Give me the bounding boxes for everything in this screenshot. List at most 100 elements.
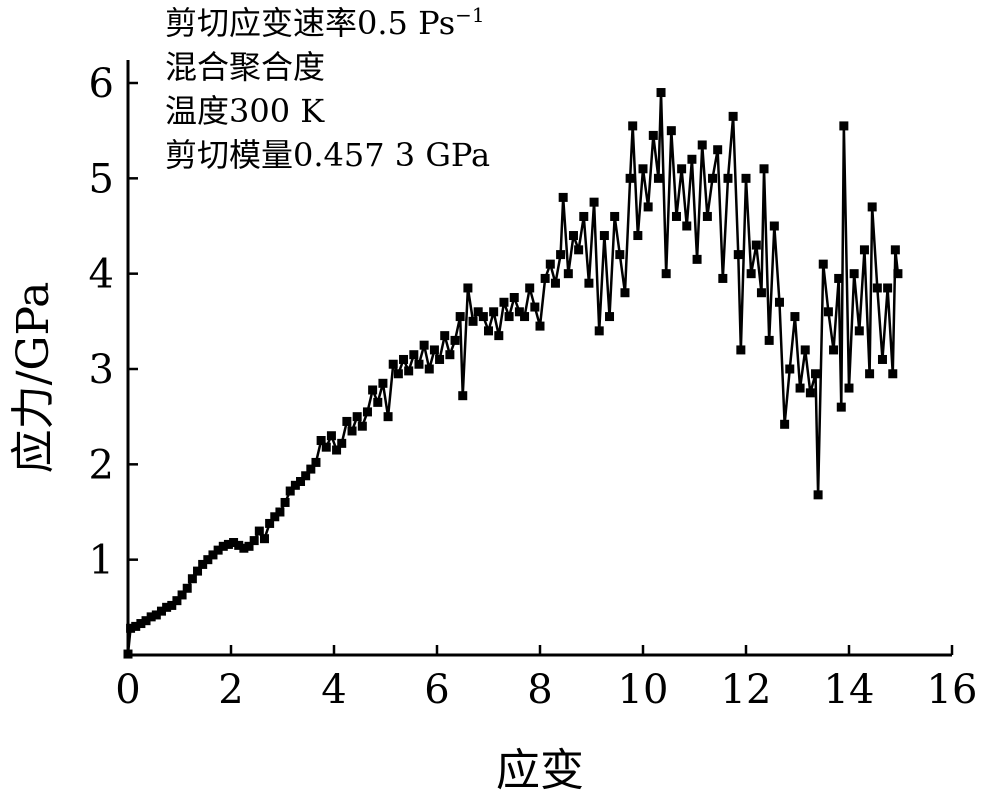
data-point	[844, 383, 854, 393]
data-point	[265, 518, 275, 528]
data-point	[151, 610, 161, 620]
data-point	[244, 541, 254, 551]
data-point	[435, 354, 445, 364]
data-point	[321, 442, 331, 452]
x-tick-label: 12	[721, 667, 772, 713]
data-point	[589, 197, 599, 207]
data-point	[643, 202, 653, 212]
data-point	[193, 566, 203, 576]
annotation-line: 混合聚合度	[165, 48, 325, 86]
data-point	[342, 416, 352, 426]
data-point	[888, 369, 898, 379]
data-point	[182, 583, 192, 593]
annotation-line: 剪切应变速率0.5 Ps−1	[165, 3, 485, 42]
data-point	[409, 350, 419, 360]
data-point	[520, 312, 530, 322]
data-point	[141, 616, 151, 626]
data-point	[357, 421, 367, 431]
data-point	[836, 402, 846, 412]
data-point	[290, 480, 300, 490]
data-point	[800, 345, 810, 355]
data-point	[285, 486, 295, 496]
data-point	[692, 254, 702, 264]
annotation-superscript: −1	[455, 3, 484, 27]
data-point	[393, 369, 403, 379]
data-point	[213, 545, 223, 555]
data-point	[713, 145, 723, 155]
data-point	[162, 602, 172, 612]
data-point	[823, 307, 833, 317]
y-axis-title: 应力/GPa	[8, 282, 59, 474]
data-point	[718, 273, 728, 283]
data-point	[473, 307, 483, 317]
data-point	[599, 231, 609, 241]
data-point	[208, 550, 218, 560]
data-point	[687, 154, 697, 164]
data-point	[648, 130, 658, 140]
data-point	[306, 464, 316, 474]
x-tick-label: 0	[115, 667, 140, 713]
data-point	[818, 259, 828, 269]
data-point	[829, 345, 839, 355]
data-point	[790, 312, 800, 322]
data-point	[458, 391, 468, 401]
data-point	[813, 490, 823, 500]
data-point	[584, 278, 594, 288]
data-point	[239, 543, 249, 553]
data-point	[780, 419, 790, 429]
data-point	[156, 606, 166, 616]
data-point	[352, 412, 362, 422]
data-point	[883, 283, 893, 293]
data-point	[774, 297, 784, 307]
data-point	[736, 345, 746, 355]
data-point	[677, 164, 687, 174]
data-point	[167, 600, 177, 610]
data-point	[489, 307, 499, 317]
data-point	[728, 111, 738, 121]
data-point	[620, 288, 630, 298]
data-point	[849, 269, 859, 279]
data-point	[259, 534, 269, 544]
data-point	[484, 326, 493, 336]
data-point	[859, 245, 869, 255]
data-point	[131, 621, 141, 631]
data-point	[332, 445, 342, 455]
data-point	[499, 297, 509, 307]
data-point	[399, 354, 409, 364]
data-point	[733, 250, 743, 260]
data-point	[203, 555, 213, 565]
data-point	[834, 273, 844, 283]
data-point	[187, 574, 197, 584]
data-point	[383, 412, 393, 422]
data-point	[545, 259, 555, 269]
data-point	[568, 231, 578, 241]
data-point	[478, 312, 488, 322]
data-point	[723, 173, 733, 183]
data-point	[702, 211, 712, 221]
data-point	[550, 278, 560, 288]
x-tick-label: 10	[618, 667, 669, 713]
y-tick-label: 4	[89, 252, 114, 298]
data-point	[301, 471, 311, 481]
data-point	[445, 350, 455, 360]
data-point	[893, 269, 903, 279]
data-point	[136, 619, 146, 629]
data-point	[229, 538, 239, 548]
data-point	[890, 245, 900, 255]
y-tick-label: 3	[89, 347, 114, 393]
data-point	[270, 512, 280, 522]
data-point	[594, 326, 604, 336]
data-point	[429, 345, 439, 355]
data-point	[275, 507, 285, 517]
data-point	[854, 326, 864, 336]
data-point	[177, 590, 187, 600]
annotation-text: 温度300 K	[165, 92, 325, 130]
data-point	[795, 383, 805, 393]
data-point	[656, 88, 666, 98]
data-point	[805, 388, 815, 398]
data-point	[628, 121, 638, 131]
annotation-text: 剪切应变速率0.5 Ps	[165, 4, 455, 42]
